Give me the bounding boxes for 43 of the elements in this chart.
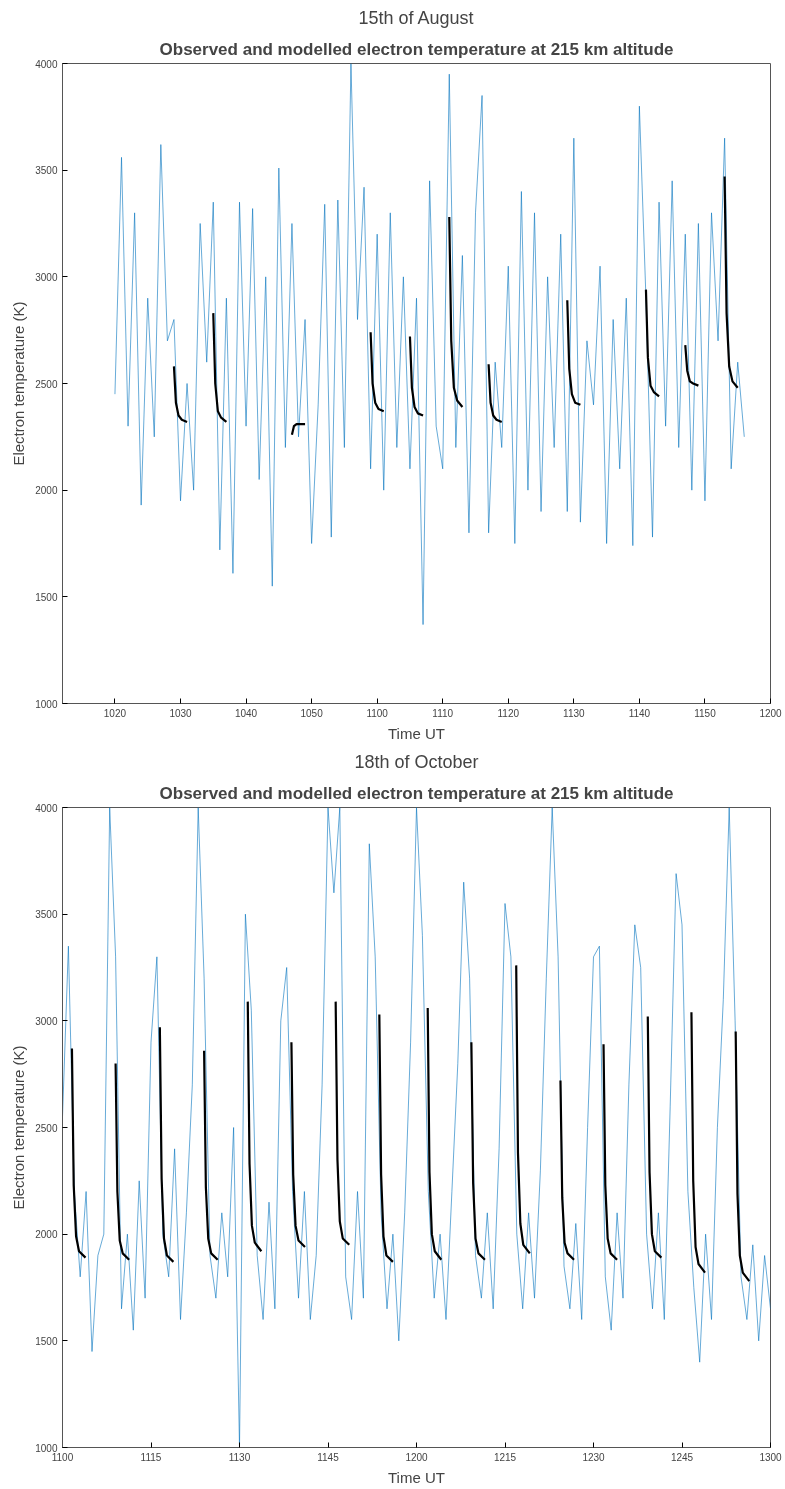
- x-tick-label: 1115: [140, 1451, 162, 1463]
- y-tick-label: 2500: [35, 378, 58, 390]
- x-tick-label: 1100: [366, 707, 389, 719]
- y-tick-label: 4000: [35, 802, 58, 814]
- x-tick-label: 1200: [405, 1451, 429, 1463]
- y-tick-label: 1000: [35, 1442, 58, 1454]
- y-tick-label: 1500: [35, 591, 58, 603]
- y-tick-label: 2000: [35, 1229, 58, 1241]
- x-tick-label: 1110: [432, 707, 454, 719]
- y-tick-label: 3000: [35, 1015, 58, 1027]
- x-tick-label: 1020: [103, 707, 127, 719]
- y-tick-label: 2500: [35, 1122, 58, 1134]
- y-tick-label: 3500: [35, 909, 58, 921]
- x-tick-label: 1145: [317, 1451, 340, 1463]
- y-tick-label: 4000: [35, 58, 58, 70]
- x-tick-label: 1130: [563, 707, 586, 719]
- x-tick-label: 1050: [300, 707, 324, 719]
- x-tick-label: 1040: [234, 707, 258, 719]
- x-axis-title: Time UT: [388, 724, 445, 742]
- y-axis-title: Electron temperature (K): [10, 301, 28, 466]
- line-series: [114, 63, 745, 625]
- x-tick-label: 1030: [169, 707, 193, 719]
- x-tick-label: 1245: [670, 1451, 694, 1463]
- y-tick-label: 2000: [35, 485, 58, 497]
- y-tick-label: 3000: [35, 271, 58, 283]
- x-axis-title: Time UT: [388, 1468, 445, 1486]
- chart-title: 18th of October: [354, 751, 479, 772]
- y-axis-title: Electron temperature (K): [10, 1045, 28, 1210]
- x-tick-label: 1140: [628, 707, 651, 719]
- x-tick-label: 1120: [497, 707, 520, 719]
- x-tick-label: 1300: [759, 1451, 783, 1463]
- x-tick-label: 1150: [694, 707, 717, 719]
- x-tick-label: 1100: [51, 1451, 74, 1463]
- chart-subtitle: Observed and modelled electron temperature at 215 km altitude: [159, 783, 674, 803]
- x-tick-label: 1230: [582, 1451, 606, 1463]
- y-tick-label: 1500: [35, 1335, 58, 1347]
- chart-subtitle: Observed and modelled electron temperature at 215 km altitude: [159, 39, 674, 59]
- y-tick-label: 1000: [35, 698, 58, 710]
- y-tick-label: 3500: [35, 165, 58, 177]
- chart-title: 15th of August: [358, 7, 474, 28]
- x-tick-label: 1200: [759, 707, 783, 719]
- x-tick-label: 1130: [228, 1451, 251, 1463]
- x-tick-label: 1215: [493, 1451, 517, 1463]
